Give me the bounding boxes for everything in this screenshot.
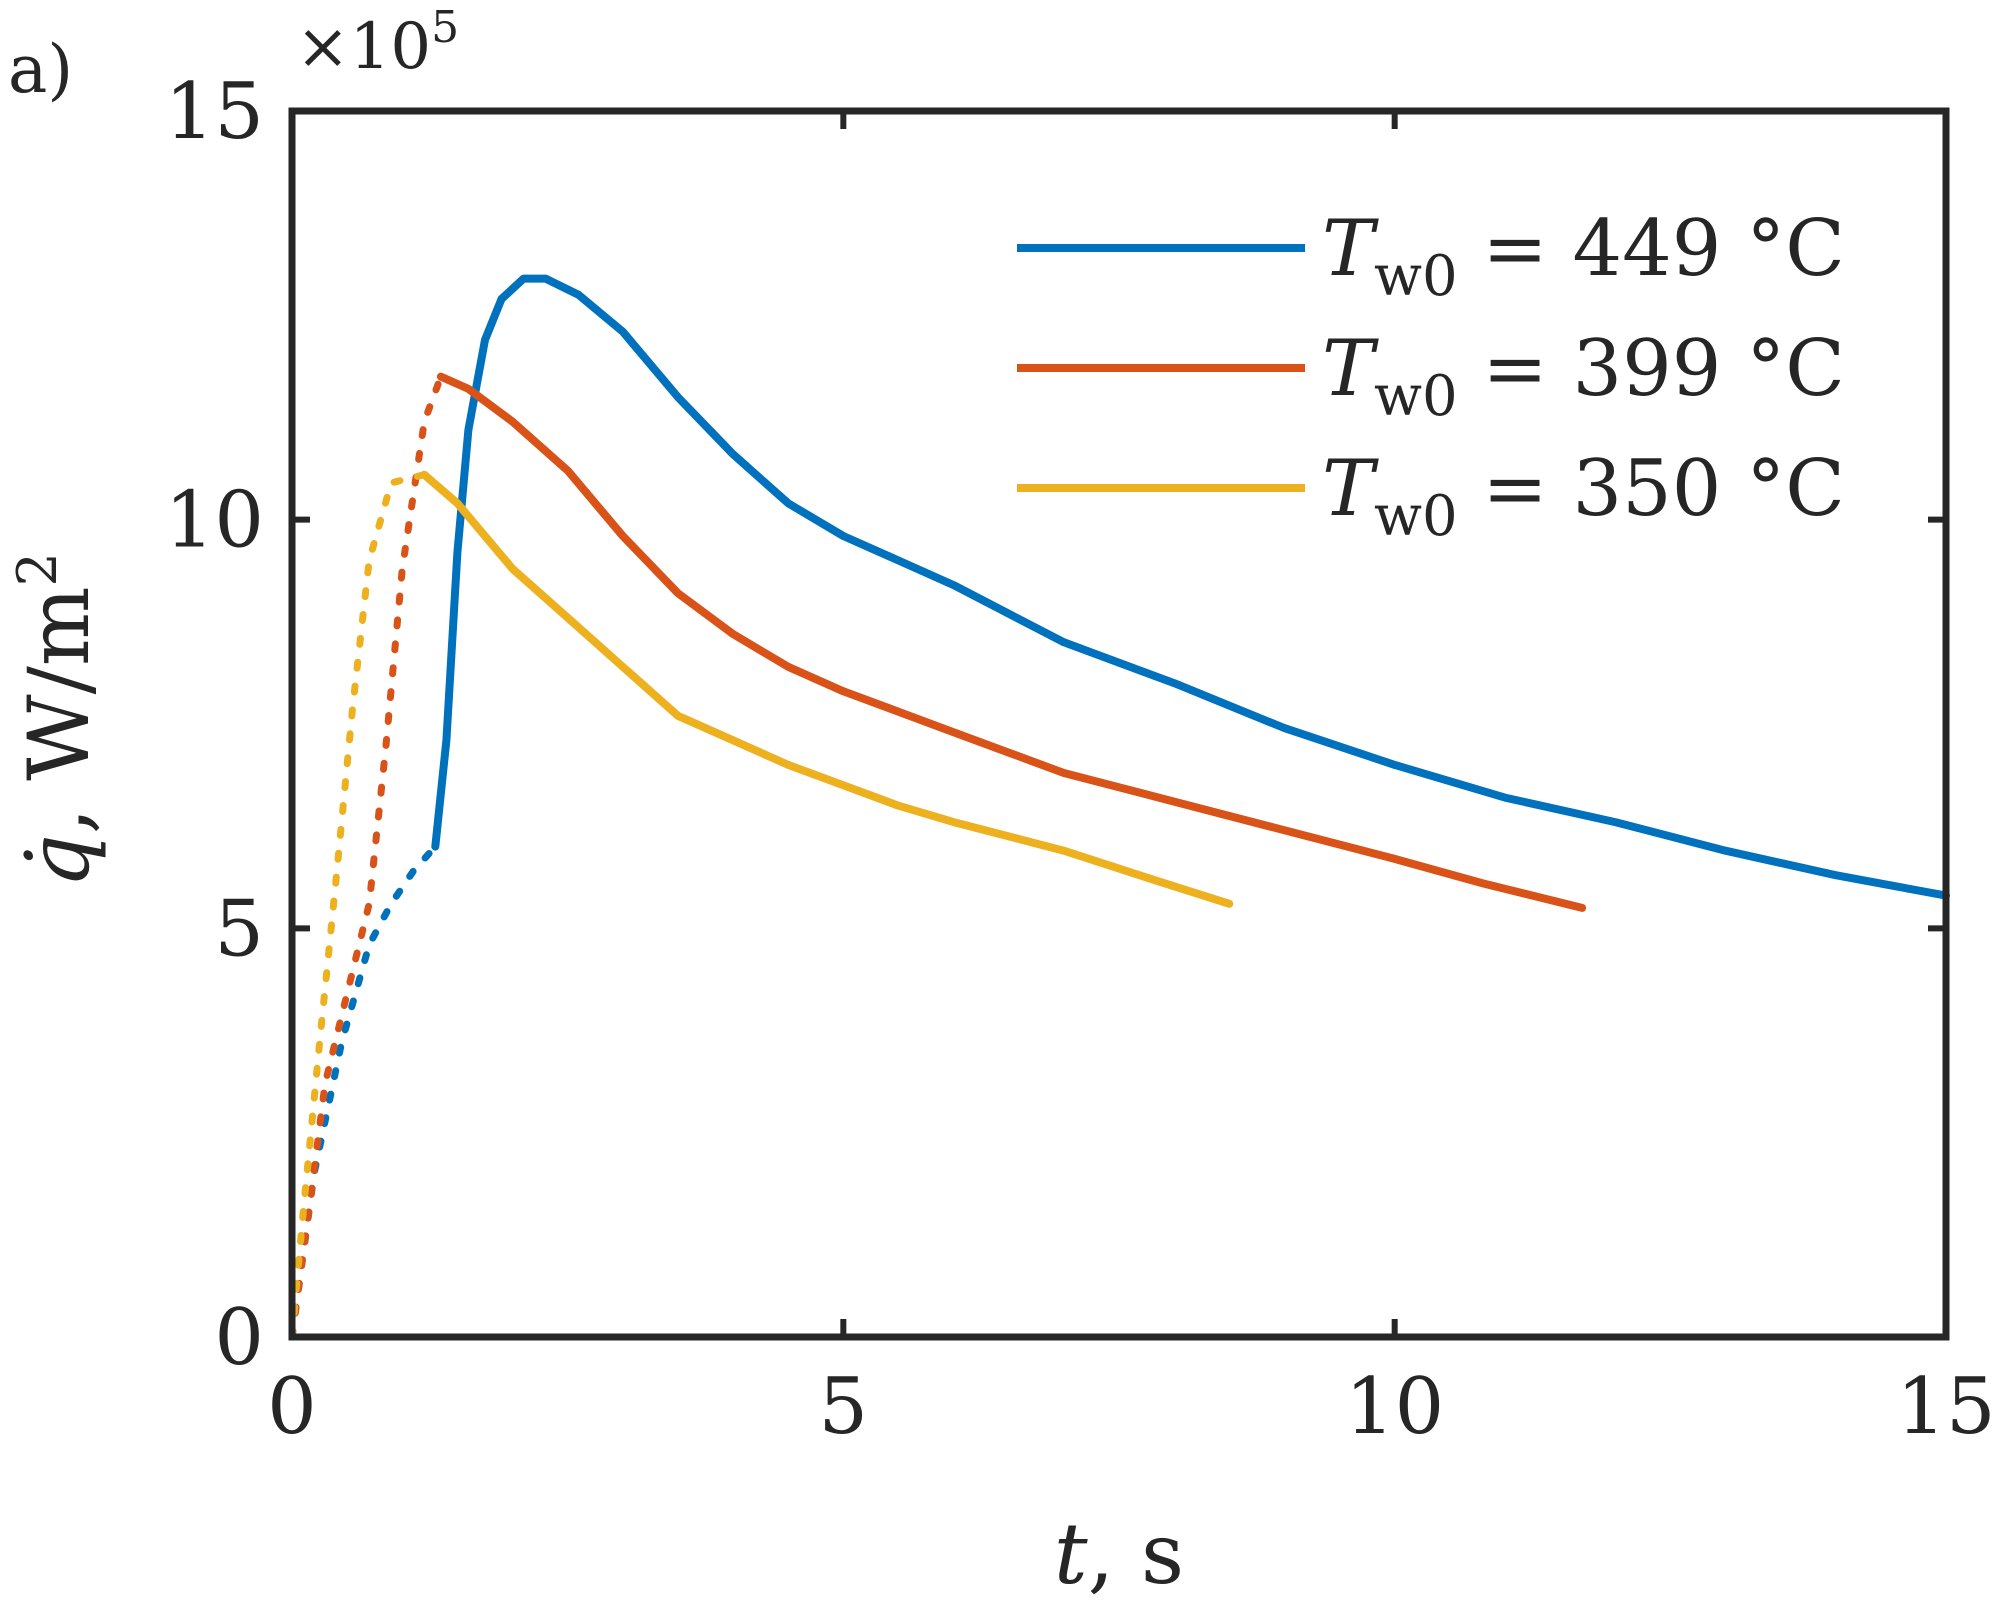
y-tick-label: 0 xyxy=(214,1293,264,1383)
legend-value: = 449 °C xyxy=(1458,204,1845,294)
series-2-dotted-segment xyxy=(288,471,428,1341)
legend-subscript: w0 xyxy=(1374,364,1458,429)
y-axis-exponent: ×105 xyxy=(296,2,459,84)
panel-label: a) xyxy=(8,31,73,108)
x-axis-label-symbol: t xyxy=(1054,1505,1088,1603)
x-tick-label: 5 xyxy=(819,1362,869,1452)
x-tick-label: 0 xyxy=(267,1362,317,1452)
x-tick-label: 15 xyxy=(1896,1362,1995,1452)
x-tick-label: 10 xyxy=(1345,1362,1444,1452)
series-1-line xyxy=(436,372,1587,912)
y-axis-label-symbol: q̇ xyxy=(10,834,108,888)
legend-symbol: T xyxy=(1322,204,1379,294)
series-1-dotted-segment xyxy=(288,373,445,1341)
legend-value: = 399 °C xyxy=(1458,324,1845,414)
y-tick-label: 10 xyxy=(165,476,264,566)
legend-label-1: Tw0 = 399 °C xyxy=(1322,324,1845,429)
series-0-line xyxy=(431,274,1950,900)
y-axis-exponent-base: ×10 xyxy=(296,10,431,84)
y-tick-label: 15 xyxy=(165,67,264,157)
y-axis-label: q̇, W/m2 xyxy=(6,552,108,888)
y-axis-exponent-power: 5 xyxy=(431,2,459,53)
x-axis-label-text: , s xyxy=(1088,1505,1185,1603)
legend-label-2: Tw0 = 350 °C xyxy=(1322,444,1845,549)
legend-value: = 350 °C xyxy=(1458,444,1845,534)
legend-symbol: T xyxy=(1322,444,1379,534)
y-axis-label-superscript: 2 xyxy=(6,552,69,586)
legend-subscript: w0 xyxy=(1374,244,1458,309)
plot-lines xyxy=(288,274,1950,1341)
series-2-line xyxy=(420,470,1234,908)
y-axis-label-text: , W/m xyxy=(10,586,108,834)
legend-subscript: w0 xyxy=(1374,484,1458,549)
legend-label-0: Tw0 = 449 °C xyxy=(1322,204,1845,309)
x-axis-label: t, s xyxy=(1054,1505,1184,1603)
legend-symbol: T xyxy=(1322,324,1379,414)
plot-area-frame xyxy=(288,107,1950,1341)
y-tick-label: 5 xyxy=(214,884,264,974)
